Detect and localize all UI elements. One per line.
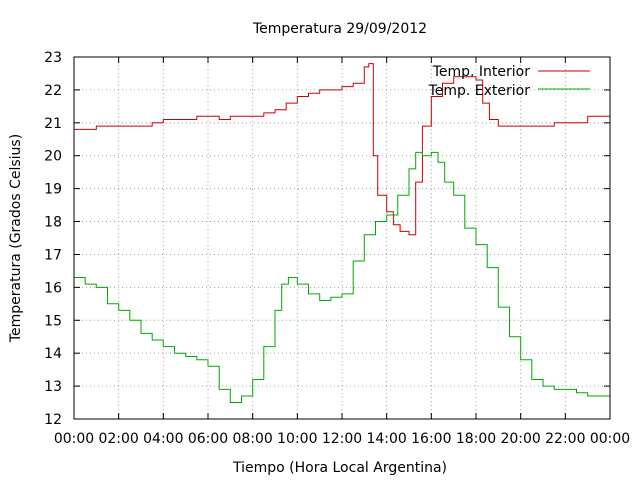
y-tick-label: 16	[44, 280, 62, 296]
x-tick-label: 22:00	[545, 431, 585, 447]
y-axis-ticks: 12 13 14 15 16 17 18 19 20 21 22 23	[44, 50, 610, 428]
x-axis-label: Tiempo (Hora Local Argentina)	[232, 460, 447, 476]
series-line-interior	[74, 63, 610, 236]
x-tick-label: 16:00	[411, 431, 451, 447]
y-tick-label: 22	[44, 83, 62, 99]
series-lines	[74, 63, 611, 403]
y-tick-label: 21	[44, 116, 62, 132]
series-line-exterior	[74, 151, 611, 403]
x-tick-label: 14:00	[366, 431, 406, 447]
legend: Temp. Interior Temp. Exterior	[428, 64, 590, 99]
y-tick-label: 18	[44, 215, 62, 231]
legend-label-interior: Temp. Interior	[432, 64, 531, 80]
y-tick-label: 15	[44, 313, 62, 329]
y-axis-label: Temperatura (Grados Celsius)	[8, 134, 24, 343]
x-tick-label: 08:00	[232, 431, 272, 447]
y-tick-label: 20	[44, 149, 62, 165]
x-tick-label: 18:00	[456, 431, 496, 447]
x-tick-label: 00:00	[54, 431, 94, 447]
y-tick-label: 12	[44, 412, 62, 428]
y-tick-label: 19	[44, 182, 62, 198]
grid	[74, 57, 610, 419]
x-tick-label: 12:00	[322, 431, 362, 447]
plot-frame	[73, 56, 611, 420]
x-tick-label: 06:00	[188, 431, 228, 447]
x-tick-label: 20:00	[500, 431, 540, 447]
x-tick-label: 04:00	[143, 431, 183, 447]
y-tick-label: 13	[44, 379, 62, 395]
y-tick-label: 17	[44, 247, 62, 263]
legend-label-exterior: Temp. Exterior	[428, 83, 531, 99]
x-tick-label: 00:00	[590, 431, 630, 447]
y-tick-label: 14	[44, 346, 62, 362]
x-tick-label: 10:00	[277, 431, 317, 447]
x-tick-label: 02:00	[98, 431, 138, 447]
x-axis-ticks: 00:00 02:00 04:00 06:00 08:00 10:00 12:00 14:00…	[54, 57, 630, 447]
y-tick-label: 23	[44, 50, 62, 66]
chart-title: Temperatura 29/09/2012	[252, 21, 427, 37]
